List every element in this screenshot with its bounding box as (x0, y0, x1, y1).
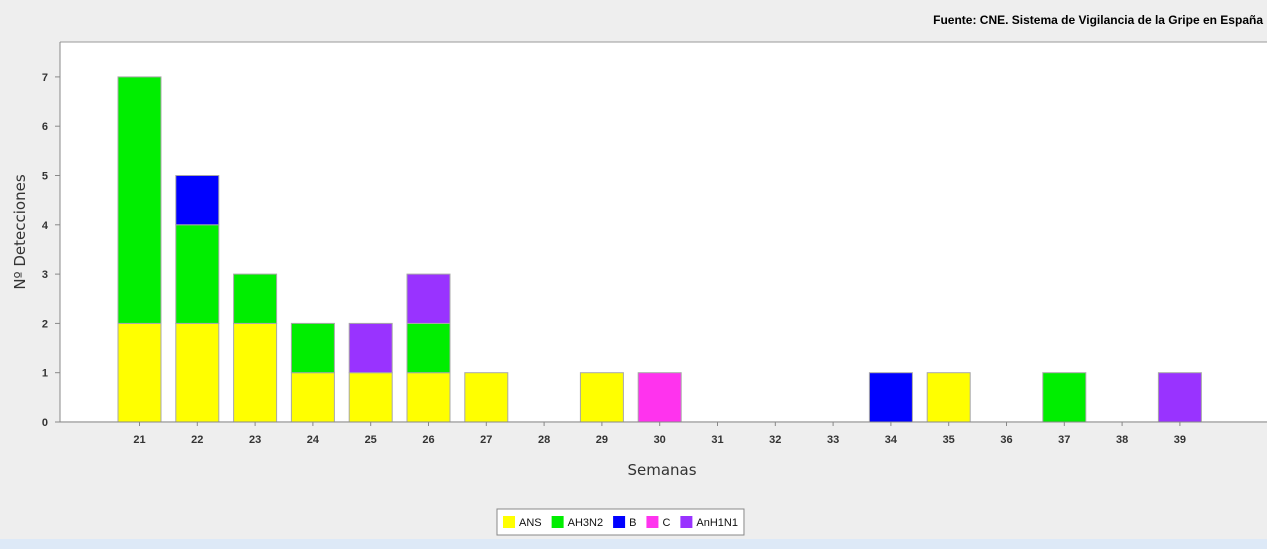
y-tick-label: 3 (42, 269, 48, 281)
bars-group (117, 76, 1202, 423)
y-tick-label: 6 (42, 121, 48, 133)
bar-segment-ans-week-25 (348, 372, 393, 423)
bar-segment-ah3n2-week-23 (233, 273, 278, 324)
bar-segment-ans-week-29 (579, 372, 624, 423)
x-tick-label: 25 (365, 434, 377, 446)
y-tick-label: 5 (42, 171, 48, 183)
legend-label-anh1n1: AnH1N1 (696, 517, 738, 529)
legend-label-ans: ANS (519, 517, 542, 529)
chart-source-caption: Fuente: CNE. Sistema de Vigilancia de la… (933, 13, 1263, 27)
legend-label-b: B (629, 517, 636, 529)
x-tick-label: 33 (827, 434, 839, 446)
bottom-strip (0, 539, 1267, 549)
legend-swatch-b (613, 516, 626, 528)
y-tick-label: 4 (42, 220, 49, 232)
bar-segment-ans-week-23 (233, 322, 278, 423)
x-ticks-group: 21 22 23 24 25 26 27 28 29 30 31 32 33 34 35 36 37 38 39 (133, 422, 1186, 446)
y-axis-label: Nº Detecciones (11, 174, 29, 290)
x-tick-label: 36 (1000, 434, 1012, 446)
bar-segment-ah3n2-week-22 (175, 224, 220, 324)
x-tick-label: 39 (1174, 434, 1186, 446)
x-tick-label: 28 (538, 434, 550, 446)
x-tick-label: 31 (711, 434, 723, 446)
x-tick-label: 27 (480, 434, 492, 446)
bar-segment-anh1n1-week-39 (1157, 372, 1202, 423)
x-tick-label: 21 (133, 434, 145, 446)
x-axis-label: Semanas (627, 461, 696, 479)
bar-segment-ah3n2-week-21 (117, 76, 162, 324)
bar-segment-ans-week-22 (175, 322, 220, 423)
y-tick-label: 1 (42, 368, 48, 380)
bar-segment-b-week-22 (175, 175, 220, 226)
x-tick-label: 23 (249, 434, 261, 446)
bar-segment-ans-week-24 (290, 372, 335, 423)
legend-label-c: C (662, 517, 670, 529)
bar-segment-c-week-30 (637, 372, 682, 423)
x-tick-label: 26 (422, 434, 434, 446)
x-tick-label: 32 (769, 434, 781, 446)
x-tick-label: 24 (307, 434, 320, 446)
legend-swatch-ans (503, 516, 515, 528)
bar-segment-ah3n2-week-37 (1042, 372, 1087, 423)
bar-segment-ans-week-27 (464, 372, 509, 423)
bar-segment-ah3n2-week-26 (406, 322, 451, 374)
x-tick-label: 29 (596, 434, 608, 446)
bar-segment-ans-week-21 (117, 322, 162, 423)
bar-segment-ans-week-35 (926, 372, 971, 423)
bar-segment-anh1n1-week-25 (348, 322, 393, 374)
legend-label-ah3n2: AH3N2 (568, 517, 603, 529)
y-tick-label: 7 (42, 72, 48, 84)
y-ticks-group: 0 1 2 3 4 5 6 7 (42, 72, 60, 429)
x-tick-label: 38 (1116, 434, 1128, 446)
legend-swatch-ah3n2 (551, 516, 564, 528)
legend-items-group: ANS AH3N2 B C AnH1N1 (503, 516, 738, 529)
y-tick-label: 0 (42, 417, 48, 429)
bar-segment-ah3n2-week-24 (290, 322, 335, 374)
bar-segment-anh1n1-week-26 (406, 273, 451, 324)
x-tick-label: 34 (885, 434, 898, 446)
x-tick-label: 22 (191, 434, 203, 446)
bar-segment-ans-week-26 (406, 372, 451, 423)
x-tick-label: 35 (943, 434, 955, 446)
legend-swatch-c (646, 516, 659, 528)
bar-segment-b-week-34 (868, 372, 913, 423)
y-tick-label: 2 (42, 318, 48, 330)
x-tick-label: 37 (1058, 434, 1070, 446)
x-tick-label: 30 (654, 434, 666, 446)
legend-swatch-anh1n1 (680, 516, 693, 528)
